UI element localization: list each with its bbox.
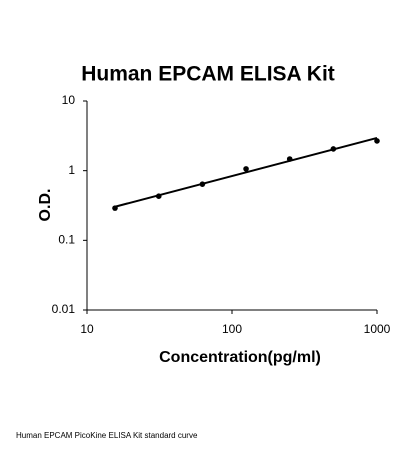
x-axis-label: Concentration(pg/ml) bbox=[159, 349, 321, 366]
x-tick-label: 100 bbox=[222, 322, 242, 336]
y-tick-label: 1 bbox=[68, 163, 75, 177]
data-point bbox=[199, 181, 206, 187]
data-point bbox=[374, 138, 380, 144]
data-point bbox=[155, 193, 162, 200]
chart-title: Human EPCAM ELISA Kit bbox=[81, 63, 335, 86]
data-point bbox=[243, 166, 249, 172]
y-axis-label: O.D. bbox=[37, 189, 54, 222]
trendline bbox=[114, 136, 378, 208]
y-tick-label: 0.1 bbox=[58, 233, 75, 247]
caption: Human EPCAM PicoKine ELISA Kit standard … bbox=[16, 431, 198, 440]
y-tick-label: 10 bbox=[62, 93, 76, 107]
data-point bbox=[286, 156, 293, 162]
data-point bbox=[112, 205, 118, 211]
y-tick-label: 0.01 bbox=[52, 302, 76, 316]
x-tick-label: 1000 bbox=[364, 322, 391, 336]
data-point bbox=[330, 146, 337, 152]
x-tick-label: 10 bbox=[80, 322, 94, 336]
